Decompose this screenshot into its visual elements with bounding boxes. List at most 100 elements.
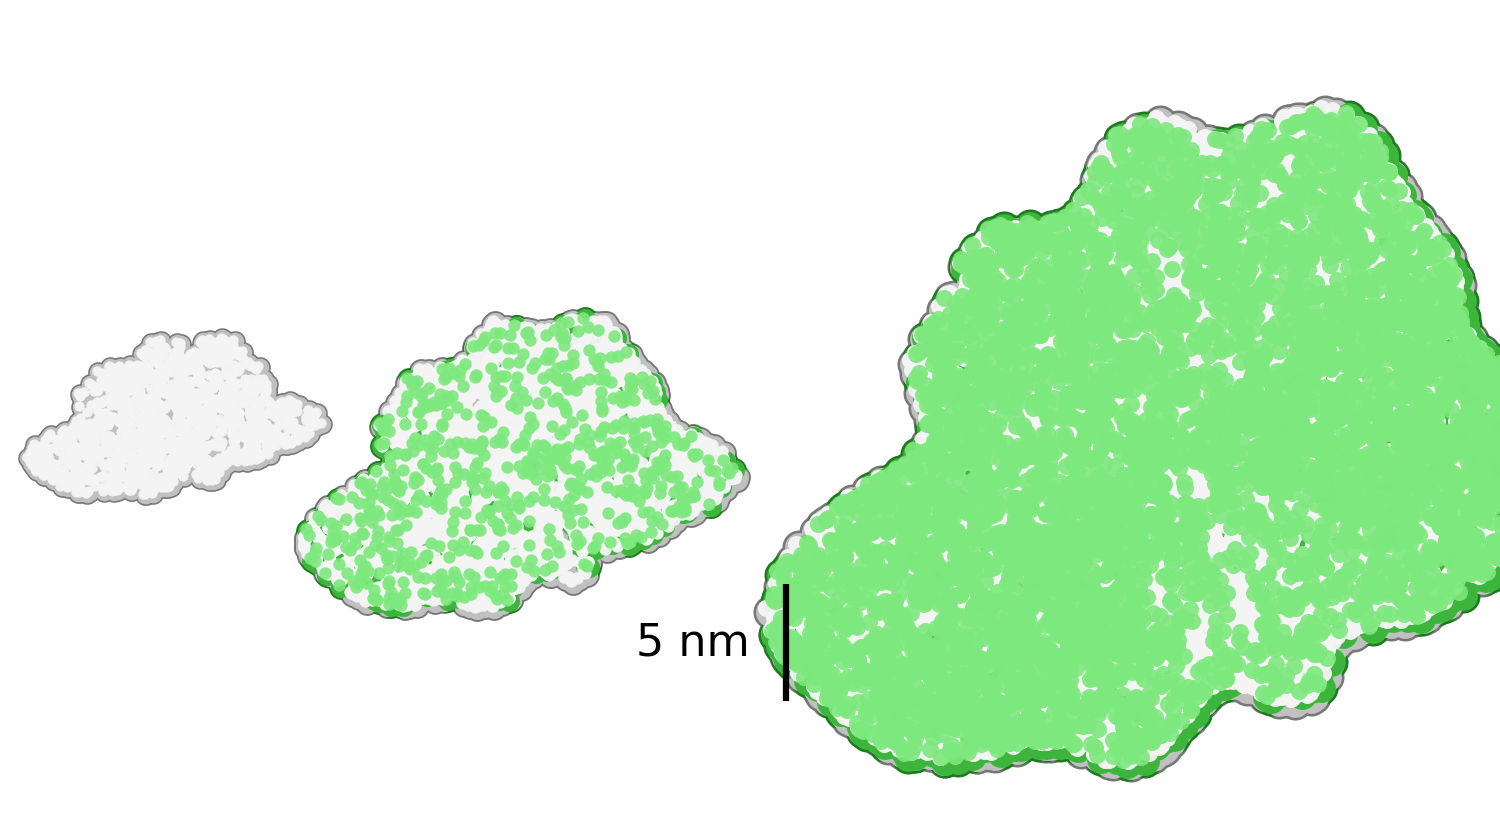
Point — [606, 434, 630, 448]
Point — [1215, 196, 1239, 209]
Point — [574, 379, 598, 392]
Point — [1071, 223, 1095, 237]
Point — [1318, 152, 1342, 165]
Point — [910, 464, 934, 477]
Point — [1112, 362, 1136, 375]
Point — [1186, 436, 1210, 449]
Point — [1292, 648, 1316, 661]
Point — [1059, 622, 1083, 635]
Point — [366, 540, 390, 554]
Point — [1364, 260, 1388, 274]
Point — [1196, 501, 1219, 515]
Point — [454, 480, 478, 493]
Point — [1128, 304, 1152, 318]
Point — [1162, 648, 1186, 662]
Point — [987, 732, 1011, 745]
Point — [976, 312, 1000, 325]
Point — [1275, 629, 1299, 643]
Point — [1238, 564, 1262, 578]
Point — [238, 428, 262, 442]
Point — [1125, 394, 1149, 407]
Point — [1208, 631, 1231, 644]
Point — [540, 461, 564, 475]
Point — [1280, 660, 1304, 674]
Point — [1086, 569, 1110, 582]
Point — [1454, 547, 1478, 560]
Point — [420, 401, 444, 414]
Point — [1220, 200, 1244, 213]
Point — [540, 395, 564, 408]
Point — [1324, 510, 1348, 523]
Point — [996, 727, 1020, 741]
Point — [972, 335, 996, 349]
Point — [1130, 546, 1154, 559]
Point — [1194, 569, 1218, 582]
Point — [1035, 387, 1059, 401]
Point — [880, 662, 904, 675]
Point — [927, 462, 951, 475]
Point — [214, 353, 238, 366]
Point — [1268, 654, 1292, 667]
Point — [1318, 299, 1342, 312]
Point — [465, 552, 489, 565]
Point — [1142, 154, 1166, 167]
Point — [1264, 232, 1288, 245]
Point — [843, 543, 867, 556]
Point — [946, 743, 970, 757]
Point — [859, 530, 883, 543]
Point — [1002, 278, 1026, 291]
Point — [429, 414, 453, 428]
Point — [1086, 396, 1110, 409]
Point — [1488, 439, 1500, 453]
Point — [948, 672, 972, 685]
Point — [646, 401, 670, 414]
Point — [104, 474, 128, 487]
Point — [1226, 227, 1250, 240]
Point — [1094, 160, 1118, 173]
Point — [534, 474, 558, 487]
Point — [1419, 342, 1443, 355]
Point — [1254, 334, 1278, 348]
Point — [1185, 362, 1209, 375]
Point — [1008, 236, 1032, 249]
Point — [856, 675, 880, 688]
Point — [622, 389, 646, 402]
Point — [1182, 645, 1206, 659]
Point — [568, 487, 592, 501]
Point — [444, 555, 468, 569]
Point — [435, 586, 459, 600]
Point — [520, 412, 544, 426]
Point — [1210, 301, 1234, 314]
Point — [1137, 174, 1161, 187]
Point — [1152, 264, 1176, 277]
Point — [424, 433, 448, 447]
Point — [450, 431, 474, 444]
Point — [900, 517, 924, 530]
Point — [906, 657, 930, 670]
Point — [453, 563, 477, 576]
Point — [1304, 178, 1328, 192]
Point — [1118, 132, 1142, 145]
Point — [350, 559, 374, 572]
Point — [1358, 575, 1382, 589]
Point — [1246, 361, 1270, 375]
Point — [1170, 714, 1194, 727]
Point — [934, 436, 958, 449]
Point — [68, 390, 92, 403]
Point — [861, 703, 885, 717]
Point — [604, 440, 628, 454]
Point — [1155, 325, 1179, 339]
Point — [108, 456, 132, 470]
Point — [513, 401, 537, 414]
Point — [1288, 506, 1312, 519]
Point — [1041, 359, 1065, 372]
Point — [855, 675, 879, 689]
Point — [278, 393, 302, 407]
Point — [1263, 528, 1287, 542]
Point — [1088, 239, 1112, 253]
Point — [50, 425, 74, 438]
Point — [1328, 282, 1352, 296]
Point — [1102, 618, 1126, 632]
Point — [934, 313, 958, 327]
Point — [1070, 674, 1094, 687]
